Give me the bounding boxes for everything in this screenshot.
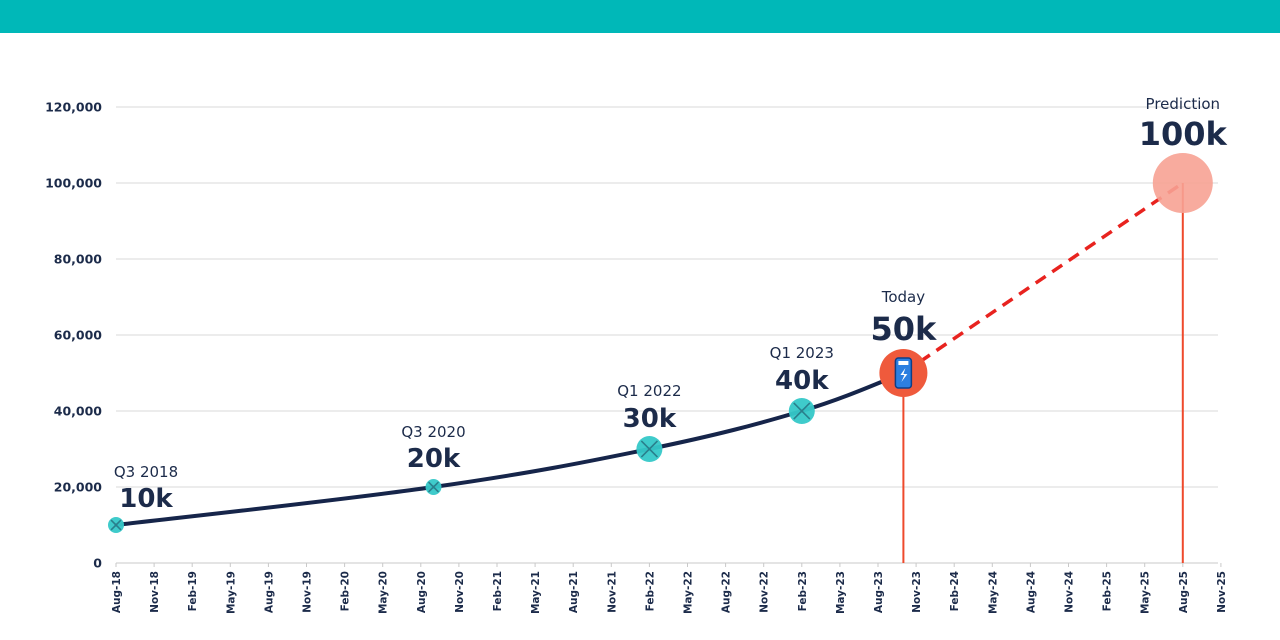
x-tick-label: May-22 — [683, 571, 695, 614]
annotation-label: Q1 2022 — [617, 382, 681, 400]
x-tick-label: Nov-24 — [1064, 571, 1076, 613]
y-tick-label: 80,000 — [54, 252, 103, 267]
annotation-value: 100k — [1139, 115, 1228, 153]
x-tick-label: May-19 — [225, 571, 237, 614]
y-tick-label: 120,000 — [45, 100, 102, 115]
x-tick-label: Nov-18 — [149, 571, 161, 613]
x-tick-label: May-21 — [530, 571, 542, 614]
x-tick-label: Aug-24 — [1025, 571, 1037, 613]
bolt-icon — [900, 368, 908, 382]
x-tick-label: Feb-24 — [949, 571, 961, 611]
series-line-actual — [114, 371, 906, 527]
phone-screen-bar — [898, 361, 909, 365]
annotation-label: Q3 2018 — [114, 463, 178, 481]
y-tick-label: 0 — [93, 556, 102, 571]
annotation-label: Q3 2020 — [401, 423, 465, 441]
x-icon — [793, 402, 811, 420]
y-tick-label: 20,000 — [54, 480, 103, 495]
series-line-prediction — [902, 181, 1184, 375]
x-tick-label: Nov-22 — [759, 571, 771, 613]
x-icon — [110, 519, 122, 531]
x-tick-label: Nov-23 — [911, 571, 923, 613]
x-tick-label: Nov-21 — [606, 571, 618, 613]
x-tick-label: Aug-19 — [263, 571, 275, 613]
x-icon — [427, 481, 440, 493]
annotation-label: Q1 2023 — [770, 344, 834, 362]
x-tick-label: Aug-20 — [416, 571, 428, 613]
prediction-marker — [1152, 153, 1213, 213]
x-tick-label: Nov-20 — [454, 571, 466, 613]
x-tick-label: Feb-20 — [340, 571, 352, 611]
x-tick-label: Feb-25 — [1102, 571, 1114, 611]
annotation-label: Prediction — [1146, 95, 1221, 113]
x-icon — [640, 440, 659, 458]
x-tick-label: Feb-19 — [187, 571, 199, 611]
x-tick-label: Nov-25 — [1216, 571, 1228, 613]
x-tick-label: Aug-22 — [721, 571, 733, 613]
x-tick-label: May-23 — [835, 571, 847, 614]
annotation-value: 20k — [407, 444, 461, 474]
y-tick-label: 40,000 — [54, 404, 103, 419]
x-tick-label: Aug-21 — [568, 571, 580, 613]
annotation-label: Today — [881, 288, 926, 306]
header-band — [0, 0, 1280, 33]
x-tick-label: Aug-23 — [873, 571, 885, 613]
x-tick-label: May-25 — [1140, 571, 1152, 614]
x-tick-label: May-24 — [987, 571, 999, 614]
y-tick-label: 100,000 — [45, 176, 102, 191]
x-tick-label: Feb-21 — [492, 571, 504, 611]
annotation-value: 50k — [870, 310, 937, 348]
x-tick-label: Feb-22 — [644, 571, 656, 611]
x-tick-label: Aug-25 — [1178, 571, 1190, 613]
x-tick-label: Nov-19 — [302, 571, 314, 613]
y-tick-label: 60,000 — [54, 328, 103, 343]
annotation-value: 10k — [119, 484, 173, 514]
x-tick-label: Aug-18 — [111, 571, 123, 613]
annotation-value: 30k — [623, 404, 677, 434]
annotation-value: 40k — [775, 366, 829, 396]
x-tick-label: May-20 — [378, 571, 390, 614]
x-tick-label: Feb-23 — [797, 571, 809, 611]
